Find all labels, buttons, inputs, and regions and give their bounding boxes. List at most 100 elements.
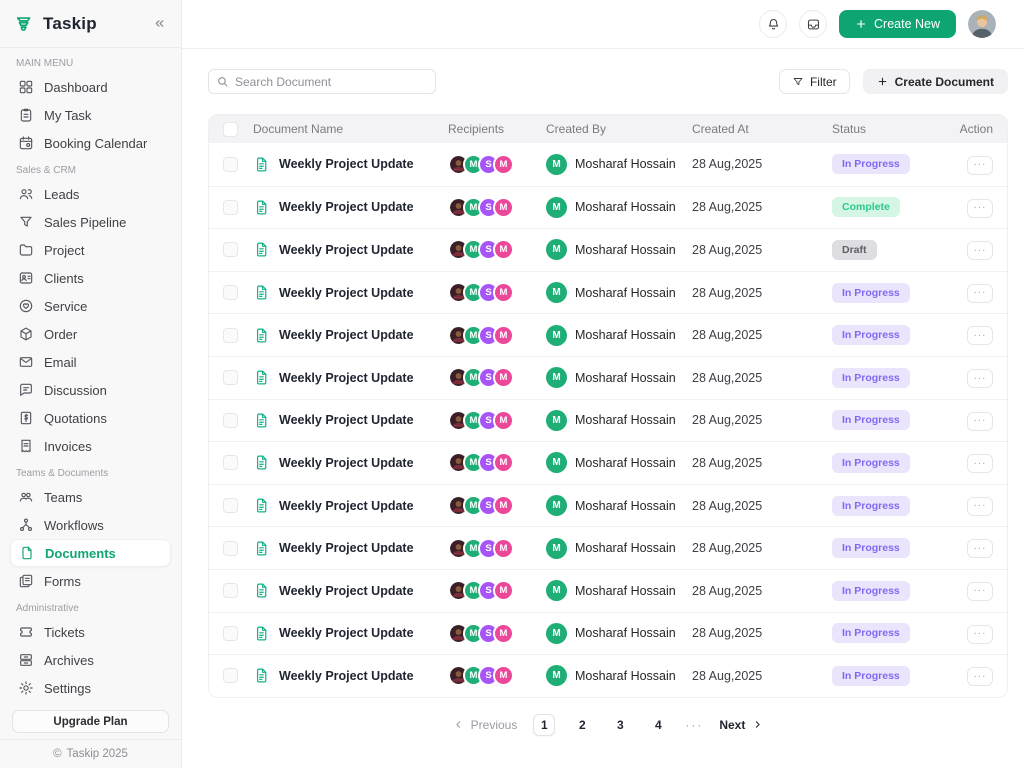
row-actions-button[interactable]: ··· <box>967 624 993 644</box>
document-name-cell[interactable]: Weekly Project Update <box>253 241 448 258</box>
sidebar-item-workflows[interactable]: Workflows <box>10 511 171 539</box>
sidebar-item-settings[interactable]: Settings <box>10 674 171 702</box>
row-checkbox[interactable] <box>223 668 238 684</box>
row-checkbox[interactable] <box>223 455 238 471</box>
document-name-cell[interactable]: Weekly Project Update <box>253 454 448 471</box>
row-checkbox[interactable] <box>223 498 238 514</box>
row-checkbox[interactable] <box>223 540 238 556</box>
notifications-button[interactable] <box>759 10 787 38</box>
row-checkbox[interactable] <box>223 156 238 172</box>
pagination-page-4[interactable]: 4 <box>654 717 662 732</box>
pagination-page-1[interactable]: 1 <box>533 713 556 736</box>
row-actions-button[interactable]: ··· <box>967 369 993 389</box>
document-name-cell[interactable]: Weekly Project Update <box>253 540 448 557</box>
recipient-avatar[interactable]: M <box>493 324 514 346</box>
creator-avatar[interactable]: M <box>546 196 567 218</box>
row-checkbox[interactable] <box>223 625 238 641</box>
recipient-avatar[interactable]: M <box>493 622 514 644</box>
recipient-photo-avatar[interactable] <box>448 239 469 261</box>
pagination-previous[interactable]: Previous <box>453 718 517 732</box>
recipient-avatar[interactable]: M <box>493 196 514 218</box>
creator-avatar[interactable]: M <box>546 324 567 346</box>
row-checkbox[interactable] <box>223 242 238 258</box>
document-name-cell[interactable]: Weekly Project Update <box>253 284 448 301</box>
creator-avatar[interactable]: M <box>546 537 567 559</box>
row-actions-button[interactable]: ··· <box>967 411 993 431</box>
recipient-avatar[interactable]: M <box>493 367 514 389</box>
sidebar-item-service[interactable]: Service <box>10 292 171 320</box>
row-checkbox[interactable] <box>223 412 238 428</box>
row-actions-button[interactable]: ··· <box>967 283 993 303</box>
creator-avatar[interactable]: M <box>546 409 567 431</box>
sidebar-item-archives[interactable]: Archives <box>10 646 171 674</box>
recipient-photo-avatar[interactable] <box>448 452 469 474</box>
recipient-avatar[interactable]: M <box>493 580 514 602</box>
sidebar-item-clients[interactable]: Clients <box>10 264 171 292</box>
select-all-checkbox[interactable] <box>223 121 238 137</box>
sidebar-collapse-button[interactable] <box>149 14 169 34</box>
document-name-cell[interactable]: Weekly Project Update <box>253 625 448 642</box>
document-name-cell[interactable]: Weekly Project Update <box>253 369 448 386</box>
document-name-cell[interactable]: Weekly Project Update <box>253 327 448 344</box>
inbox-button[interactable] <box>799 10 827 38</box>
creator-avatar[interactable]: M <box>546 495 567 517</box>
document-name-cell[interactable]: Weekly Project Update <box>253 412 448 429</box>
filter-button[interactable]: Filter <box>778 69 850 94</box>
recipient-photo-avatar[interactable] <box>448 665 469 687</box>
pagination-page-2[interactable]: 2 <box>578 717 586 732</box>
user-avatar[interactable] <box>968 10 996 38</box>
document-name-cell[interactable]: Weekly Project Update <box>253 156 448 173</box>
sidebar-item-email[interactable]: Email <box>10 348 171 376</box>
row-actions-button[interactable]: ··· <box>967 667 993 687</box>
sidebar-item-discussion[interactable]: Discussion <box>10 376 171 404</box>
creator-avatar[interactable]: M <box>546 665 567 687</box>
sidebar-item-dashboard[interactable]: Dashboard <box>10 73 171 101</box>
recipient-photo-avatar[interactable] <box>448 409 469 431</box>
creator-avatar[interactable]: M <box>546 153 567 175</box>
row-checkbox[interactable] <box>223 199 238 215</box>
row-actions-button[interactable]: ··· <box>967 581 993 601</box>
row-actions-button[interactable]: ··· <box>967 326 993 346</box>
row-actions-button[interactable]: ··· <box>967 198 993 218</box>
creator-avatar[interactable]: M <box>546 622 567 644</box>
sidebar-item-quotations[interactable]: Quotations <box>10 404 171 432</box>
sidebar-item-booking-calendar[interactable]: Booking Calendar <box>10 129 171 157</box>
recipient-photo-avatar[interactable] <box>448 622 469 644</box>
document-name-cell[interactable]: Weekly Project Update <box>253 199 448 216</box>
row-actions-button[interactable]: ··· <box>967 539 993 559</box>
sidebar-item-order[interactable]: Order <box>10 320 171 348</box>
creator-avatar[interactable]: M <box>546 282 567 304</box>
document-name-cell[interactable]: Weekly Project Update <box>253 497 448 514</box>
row-checkbox[interactable] <box>223 583 238 599</box>
row-checkbox[interactable] <box>223 370 238 386</box>
create-document-button[interactable]: Create Document <box>862 69 1008 94</box>
recipient-avatar[interactable]: M <box>493 537 514 559</box>
row-actions-button[interactable]: ··· <box>967 454 993 474</box>
recipient-photo-avatar[interactable] <box>448 153 469 175</box>
creator-avatar[interactable]: M <box>546 580 567 602</box>
pagination-next[interactable]: Next <box>719 718 763 732</box>
create-new-button[interactable]: Create New <box>839 10 956 38</box>
pagination-page-3[interactable]: 3 <box>616 717 624 732</box>
upgrade-plan-button[interactable]: Upgrade Plan <box>12 710 169 733</box>
sidebar-item-documents[interactable]: Documents <box>10 539 171 567</box>
document-name-cell[interactable]: Weekly Project Update <box>253 667 448 684</box>
creator-avatar[interactable]: M <box>546 367 567 389</box>
sidebar-item-forms[interactable]: Forms <box>10 567 171 595</box>
recipient-avatar[interactable]: M <box>493 409 514 431</box>
row-actions-button[interactable]: ··· <box>967 155 993 175</box>
recipient-avatar[interactable]: M <box>493 665 514 687</box>
sidebar-item-sales-pipeline[interactable]: Sales Pipeline <box>10 208 171 236</box>
creator-avatar[interactable]: M <box>546 239 567 261</box>
sidebar-item-project[interactable]: Project <box>10 236 171 264</box>
recipient-avatar[interactable]: M <box>493 282 514 304</box>
recipient-avatar[interactable]: M <box>493 452 514 474</box>
sidebar-item-tickets[interactable]: Tickets <box>10 618 171 646</box>
row-actions-button[interactable]: ··· <box>967 241 993 261</box>
sidebar-item-leads[interactable]: Leads <box>10 180 171 208</box>
search-input[interactable] <box>208 69 436 94</box>
recipient-avatar[interactable]: M <box>493 495 514 517</box>
recipient-avatar[interactable]: M <box>493 153 514 175</box>
document-name-cell[interactable]: Weekly Project Update <box>253 582 448 599</box>
sidebar-item-my-task[interactable]: My Task <box>10 101 171 129</box>
